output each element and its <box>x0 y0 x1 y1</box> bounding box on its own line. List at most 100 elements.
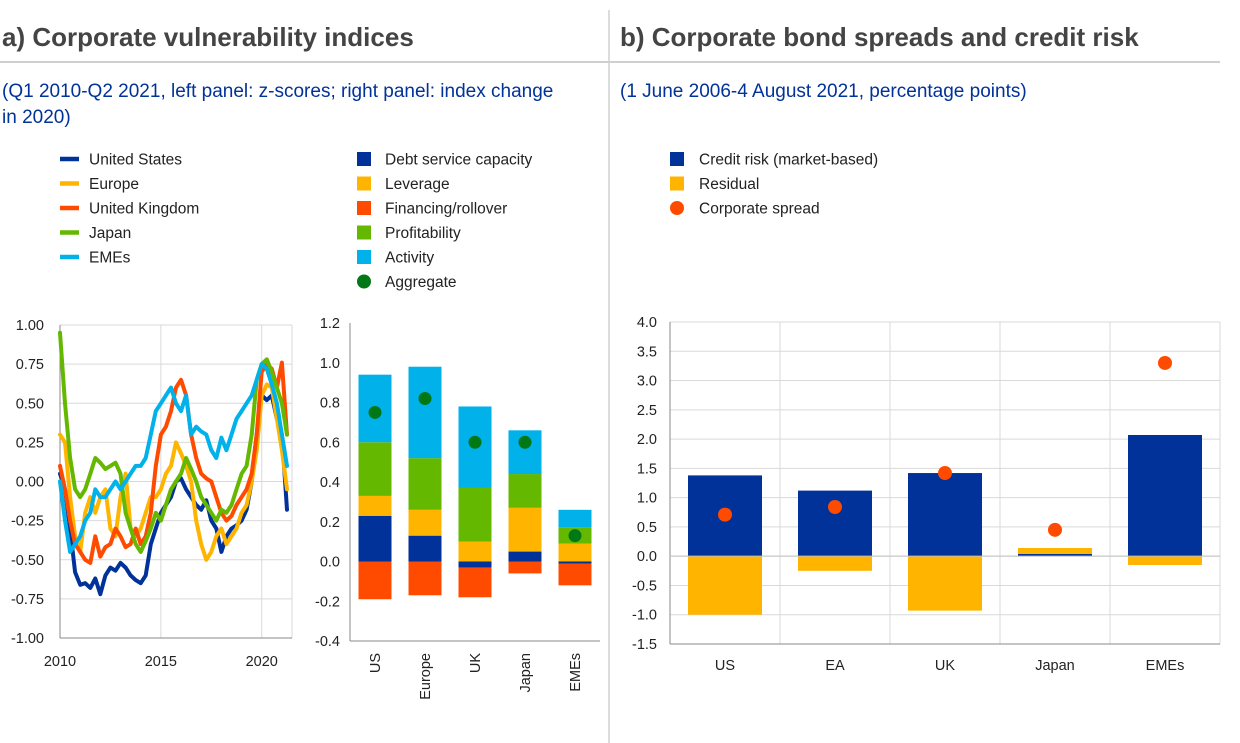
legend-aggregate-label: Aggregate <box>385 274 457 291</box>
stacked-bar-segment <box>508 561 542 574</box>
stacked-bar-segment <box>358 561 392 600</box>
spreads-bar-segment <box>1018 553 1092 557</box>
legend-stacked-swatch <box>357 176 371 191</box>
aggregate-dot <box>418 392 432 406</box>
stacked-chart-y-tick: 0.0 <box>320 555 340 571</box>
stacked-bar-segment <box>458 561 492 568</box>
spreads-y-tick: 0.5 <box>637 520 657 536</box>
stacked-chart-x-tick: US <box>368 653 384 673</box>
stacked-bar-segment <box>508 551 542 562</box>
corporate-spread-dot <box>1158 355 1172 370</box>
line-chart-x-tick: 2010 <box>44 654 76 670</box>
spreads-y-tick: -1.5 <box>632 637 657 653</box>
aggregate-dot <box>568 529 582 543</box>
stacked-bar-segment <box>458 487 492 542</box>
panel-a-subtitle-line-2: in 2020) <box>2 107 71 128</box>
line-chart-x-tick: 2020 <box>246 654 278 670</box>
corporate-spread-dot <box>1048 522 1062 537</box>
spreads-y-tick: 3.0 <box>637 374 657 390</box>
spreads-y-tick: 1.0 <box>637 491 657 507</box>
stacked-bar-segment <box>358 442 392 496</box>
spreads-y-tick: 2.0 <box>637 432 657 448</box>
panel-b-subtitle: (1 June 2006-4 August 2021, percentage p… <box>620 81 1027 102</box>
legend-stacked-swatch <box>357 225 371 240</box>
line-chart-y-tick: 0.50 <box>16 396 44 412</box>
spreads-y-tick: 2.5 <box>637 403 657 419</box>
panel-a-title: a) Corporate vulnerability indices <box>2 22 414 52</box>
spreads-bar-segment <box>1128 434 1202 557</box>
spreads-x-tick: US <box>715 658 735 674</box>
line-chart-y-tick: 0.75 <box>16 357 44 373</box>
legend-spreads-swatch <box>670 152 684 166</box>
spreads-y-tick: 0.0 <box>637 549 657 565</box>
spreads-bar-segment <box>798 556 872 571</box>
legend-line-label: EMEs <box>89 250 131 267</box>
vulnerability-stacked-bar-chart: 1.2 1.0 0.8 0.6 0.4 0.2 0.0 -0.2 -0.4 US Europe UK J… <box>315 316 600 700</box>
bond-spreads-bar-chart: 4.0 3.5 3.0 2.5 2.0 1.5 1.0 0.5 0.0 -0.5 -1.0 -1.5 U… <box>632 315 1221 674</box>
spreads-x-tick: EMEs <box>1146 658 1185 674</box>
spreads-x-tick: EA <box>825 658 845 674</box>
panel-b-title: b) Corporate bond spreads and credit ris… <box>620 22 1139 52</box>
panel-a-subtitle-line-1: (Q1 2010-Q2 2021, left panel: z-scores; … <box>2 81 553 102</box>
corporate-spread-dot <box>938 466 952 481</box>
stacked-chart-x-tick: Europe <box>418 653 434 700</box>
line-series-europe <box>58 382 289 562</box>
stacked-chart-y-tick: 0.4 <box>320 475 340 491</box>
legend-spreads-label: Residual <box>699 176 759 193</box>
line-series-emes <box>58 362 289 554</box>
line-chart-y-tick: 0.00 <box>16 475 44 491</box>
legend-aggregate-dot <box>357 274 371 289</box>
stacked-chart-y-tick: 0.8 <box>320 396 340 412</box>
stacked-bar-segment <box>458 567 492 598</box>
stacked-chart-y-tick: 1.0 <box>320 356 340 372</box>
aggregate-dot <box>518 435 532 449</box>
stacked-bar-segment <box>408 561 442 596</box>
spreads-bar-segment <box>1018 547 1092 554</box>
stacked-bar-segment <box>358 515 392 562</box>
legend-spreads-swatch <box>670 176 684 191</box>
legend-line-label: Europe <box>89 176 139 193</box>
legend-stacked-label: Leverage <box>385 176 450 193</box>
stacked-bar-segment <box>408 458 442 510</box>
line-chart-y-tick: -0.50 <box>11 553 44 569</box>
stacked-bar-segment <box>458 541 492 562</box>
vulnerability-line-chart: 1.00 0.75 0.50 0.25 0.00 -0.25 -0.50 -0.75 -1.00… <box>11 318 293 670</box>
legend-line-label: United States <box>89 152 182 169</box>
spreads-y-tick: -1.0 <box>632 608 657 624</box>
aggregate-dot <box>368 405 382 419</box>
stacked-bar-segment <box>358 495 392 516</box>
line-chart-y-tick: -0.75 <box>11 592 44 608</box>
stacked-bar-segment <box>408 535 442 562</box>
line-series-japan <box>58 330 289 554</box>
spreads-x-tick: UK <box>935 658 955 674</box>
stacked-bar-segment <box>508 507 542 552</box>
stacked-chart-x-tick: Japan <box>518 653 534 693</box>
legend-stacked-label: Debt service capacity <box>385 152 533 169</box>
spreads-bar-segment <box>908 556 982 611</box>
line-chart-y-tick: -0.25 <box>11 514 44 530</box>
corporate-spread-dot <box>828 500 842 515</box>
legend-spreads-label: Credit risk (market-based) <box>699 152 878 169</box>
stacked-chart-y-tick: -0.2 <box>315 594 340 610</box>
stacked-chart-y-tick: 0.2 <box>320 515 340 531</box>
stacked-bar-segment <box>408 509 442 536</box>
line-chart-y-tick: -1.00 <box>11 631 44 647</box>
legend-stacked-label: Financing/rollover <box>385 201 507 218</box>
legend-stacked-swatch <box>357 152 371 166</box>
stacked-bar-segment <box>558 509 592 528</box>
legend-line-label: United Kingdom <box>89 201 199 218</box>
stacked-bar-segment <box>558 563 592 586</box>
stacked-chart-y-tick: -0.4 <box>315 634 340 650</box>
legend-stacked-label: Profitability <box>385 225 461 242</box>
corporate-spread-dot <box>718 507 732 522</box>
spreads-bar-segment <box>688 556 762 615</box>
stacked-bar-segment <box>508 474 542 508</box>
line-chart-y-tick: 0.25 <box>16 435 44 451</box>
stacked-chart-y-tick: 1.2 <box>320 316 340 332</box>
legend-spread-dot <box>670 201 684 215</box>
legend-spread-label: Corporate spread <box>699 201 820 218</box>
spreads-y-tick: 3.5 <box>637 344 657 360</box>
aggregate-dot <box>468 435 482 449</box>
stacked-chart-x-tick: EMEs <box>568 653 584 692</box>
